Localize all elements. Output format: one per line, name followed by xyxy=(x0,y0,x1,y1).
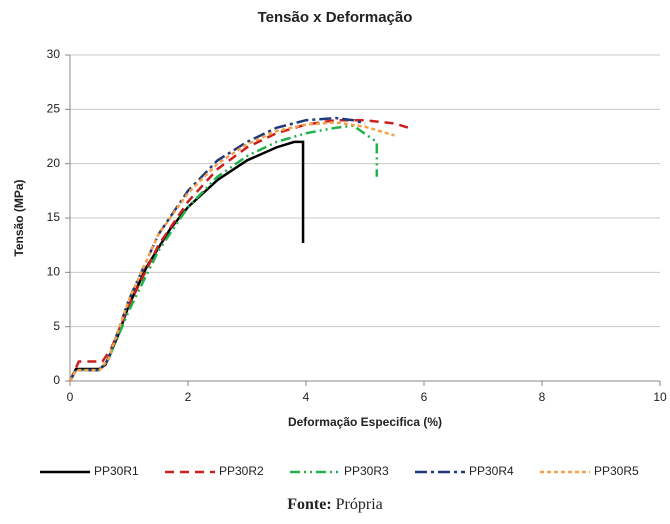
caption-text: Própria xyxy=(336,496,383,513)
x-tick-label: 10 xyxy=(653,390,667,404)
legend-label: PP30R2 xyxy=(219,464,264,478)
x-tick-label: 6 xyxy=(421,390,428,404)
y-tick-label: 5 xyxy=(53,319,60,333)
x-tick-label: 2 xyxy=(185,390,192,404)
caption-label: Fonte: xyxy=(287,496,331,513)
x-tick-label: 8 xyxy=(539,390,546,404)
legend-label: PP30R1 xyxy=(94,464,139,478)
y-tick-label: 15 xyxy=(47,210,61,224)
y-tick-label: 30 xyxy=(47,47,61,61)
chart-title: Tensão x Deformação xyxy=(258,9,413,26)
x-tick-label: 4 xyxy=(303,390,310,404)
y-tick-label: 10 xyxy=(47,265,61,279)
y-tick-label: 20 xyxy=(47,156,61,170)
y-axis-label: Tensão (MPa) xyxy=(12,179,26,256)
y-tick-label: 25 xyxy=(47,102,61,116)
x-axis-label: Deformação Especifica (%) xyxy=(288,415,442,429)
legend-label: PP30R5 xyxy=(594,464,639,478)
series-line xyxy=(68,118,413,382)
legend-label: PP30R3 xyxy=(344,464,389,478)
y-tick-label: 0 xyxy=(53,373,60,387)
caption: Fonte: Própria xyxy=(287,496,383,513)
series-line xyxy=(68,140,305,382)
series-line xyxy=(68,116,366,382)
x-tick-label: 0 xyxy=(67,390,74,404)
legend-label: PP30R4 xyxy=(469,464,514,478)
series-line xyxy=(68,121,395,382)
